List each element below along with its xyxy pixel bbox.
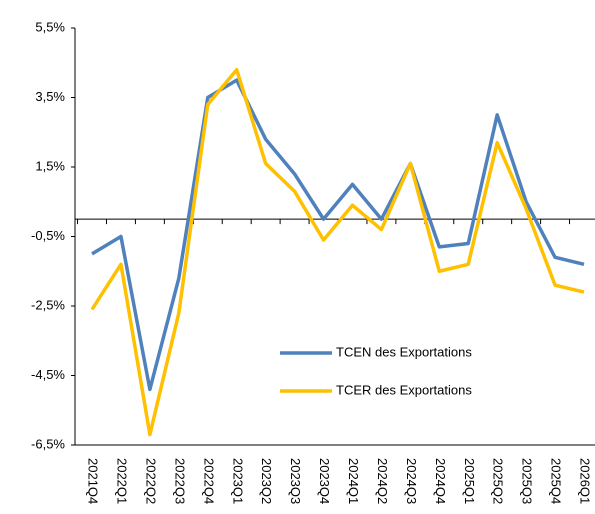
x-tick-label: 2024Q4 xyxy=(433,458,448,504)
x-tick-label: 2024Q1 xyxy=(346,458,361,504)
legend-label: TCER des Exportations xyxy=(336,382,472,397)
series-line xyxy=(90,67,585,437)
x-tick-label: 2022Q2 xyxy=(143,458,158,504)
y-tick-label: -0,5% xyxy=(31,228,65,243)
y-tick-label: -2,5% xyxy=(31,297,65,312)
x-tick-label: 2025Q2 xyxy=(491,458,506,504)
x-tick-label: 2022Q1 xyxy=(115,458,130,504)
legend-label: TCEN des Exportations xyxy=(336,344,472,359)
x-tick-label: 2024Q3 xyxy=(404,458,419,504)
y-tick-label: -4,5% xyxy=(31,367,65,382)
x-tick-label: 2026Q1 xyxy=(578,458,593,504)
x-tick-label: 2023Q2 xyxy=(259,458,274,504)
x-tick-label: 2025Q3 xyxy=(520,458,535,504)
x-tick-label: 2023Q1 xyxy=(230,458,245,504)
x-tick-label: 2023Q4 xyxy=(317,458,332,504)
x-tick-label: 2023Q3 xyxy=(288,458,303,504)
y-tick-label: 3,5% xyxy=(35,89,65,104)
y-tick-label: -6,5% xyxy=(31,436,65,451)
y-tick-label: 1,5% xyxy=(35,158,65,173)
x-tick-label: 2022Q4 xyxy=(201,458,216,504)
x-tick-label: 2025Q1 xyxy=(462,458,477,504)
x-tick-label: 2024Q2 xyxy=(375,458,390,504)
x-tick-label: 2025Q4 xyxy=(549,458,564,504)
series-line xyxy=(91,78,585,392)
x-tick-label: 2022Q3 xyxy=(172,458,187,504)
x-tick-label: 2021Q4 xyxy=(86,458,101,504)
y-tick-label: 5,5% xyxy=(35,19,65,34)
